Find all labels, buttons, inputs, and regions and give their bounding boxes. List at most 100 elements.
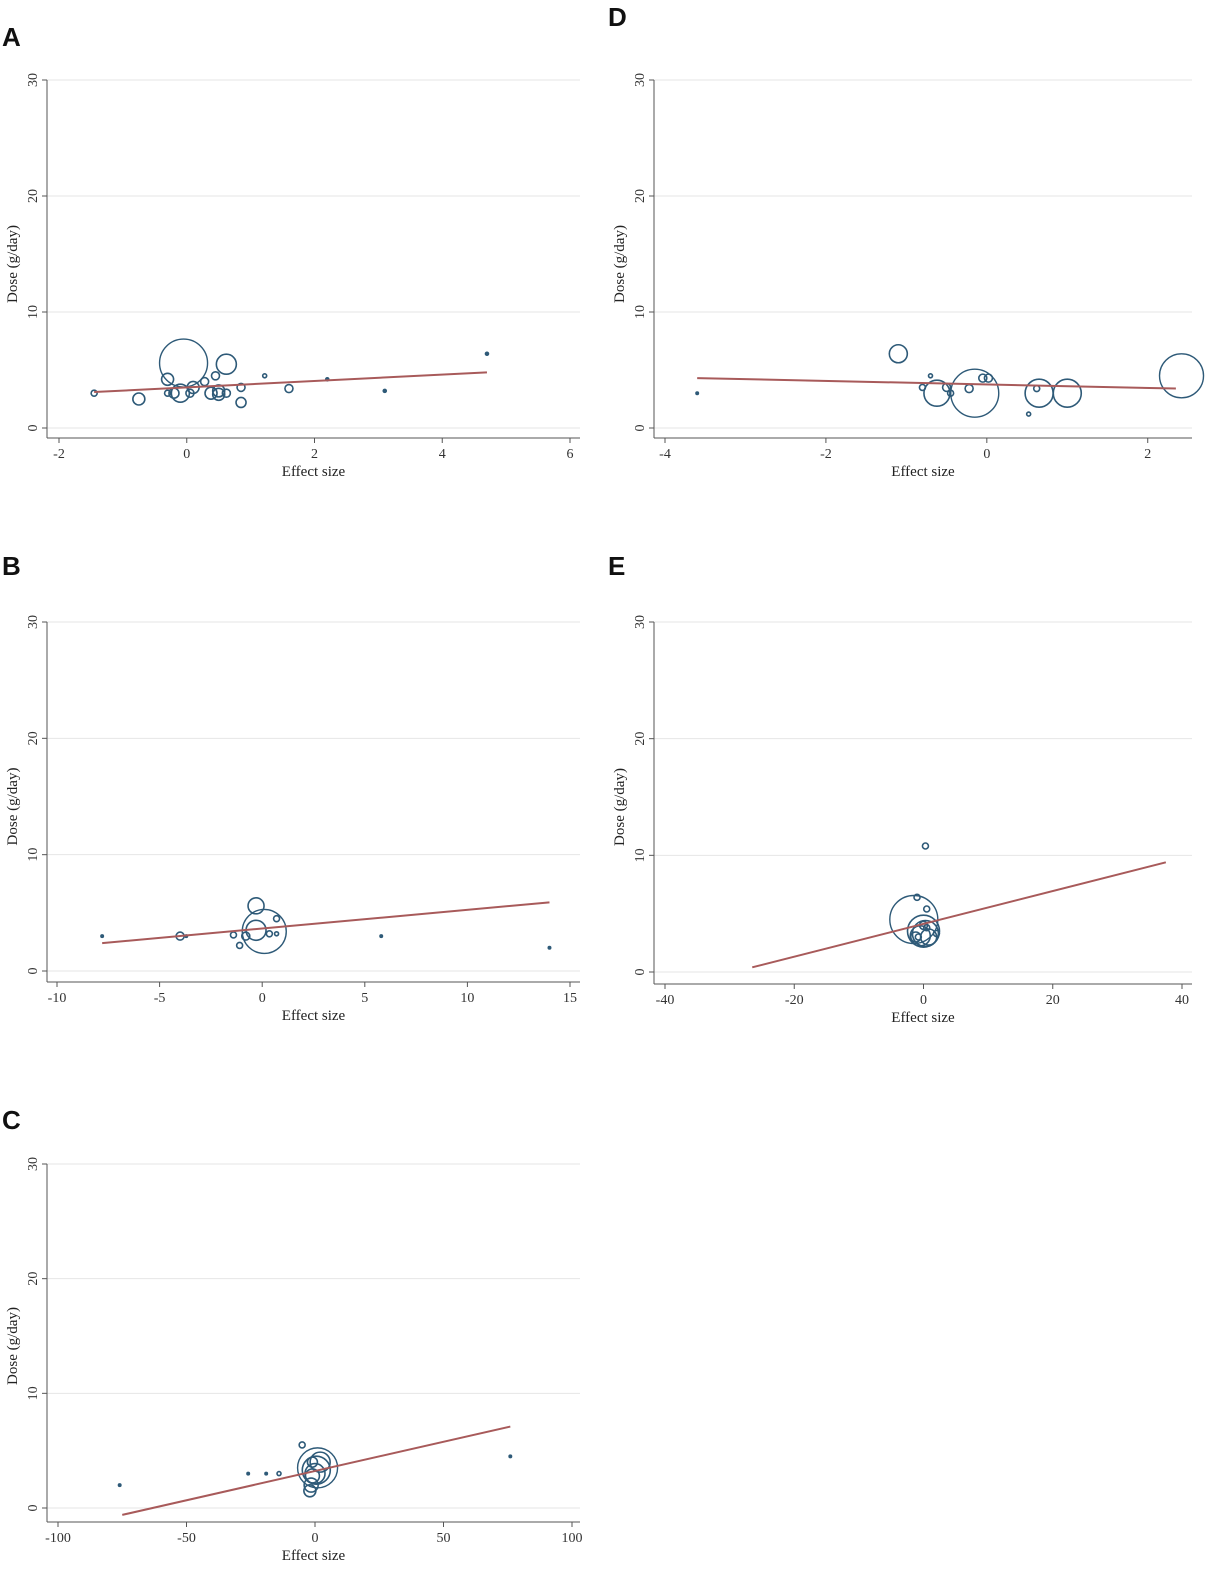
data-point-bubble [235, 396, 247, 409]
y-tick-label: 30 [26, 615, 41, 629]
x-tick-label: 6 [567, 447, 574, 462]
data-point-bubble [914, 933, 923, 941]
data-point-bubble [264, 1471, 269, 1476]
y-tick-label: 30 [26, 73, 41, 87]
x-tick-label: 100 [562, 1531, 583, 1546]
data-point-bubble [261, 372, 268, 379]
x-tick-label: 40 [1175, 993, 1189, 1008]
x-tick-label: 50 [437, 1531, 451, 1546]
data-point-bubble [211, 387, 226, 402]
data-point-bubble [303, 1477, 319, 1493]
y-tick-label: 20 [633, 189, 648, 203]
data-point-bubble [272, 914, 281, 923]
data-point-bubble [100, 934, 105, 939]
data-point-bubble [309, 1451, 331, 1473]
y-axis-title: Dose (g/day) [612, 768, 628, 846]
data-point-bubble [888, 343, 909, 364]
x-axis-title: Effect size [891, 1010, 955, 1026]
x-tick-label: 2 [311, 447, 318, 462]
y-tick-label: 0 [26, 968, 41, 975]
panel-letter-b: B [2, 551, 21, 581]
data-point-bubble [382, 388, 388, 394]
y-tick-label: 10 [26, 305, 41, 319]
data-point-bubble [906, 914, 941, 948]
data-point-bubble [160, 372, 175, 387]
data-point-bubble [921, 842, 930, 850]
x-tick-label: 0 [259, 991, 266, 1006]
data-point-bubble [983, 373, 994, 383]
data-point-bubble [298, 1441, 306, 1449]
x-tick-label: -40 [656, 993, 675, 1008]
x-axis-title: Effect size [282, 1548, 346, 1564]
y-axis-title: Dose (g/day) [5, 225, 21, 303]
y-tick-label: 10 [26, 1386, 41, 1400]
fitted-regression-line [697, 377, 1176, 390]
data-point-bubble [508, 1454, 513, 1459]
x-tick-label: 20 [1046, 993, 1060, 1008]
data-point-bubble [1052, 378, 1083, 409]
y-tick-label: 10 [633, 305, 648, 319]
fitted-regression-line [94, 371, 488, 394]
y-tick-label: 0 [26, 425, 41, 432]
data-point-bubble [276, 1470, 282, 1477]
y-axis-title: Dose (g/day) [5, 768, 21, 846]
data-point-bubble [379, 934, 384, 939]
data-point-bubble [927, 372, 934, 379]
x-tick-label: -2 [53, 447, 65, 462]
x-tick-label: 10 [460, 991, 474, 1006]
y-tick-label: 0 [633, 425, 648, 432]
data-point-bubble [922, 905, 931, 913]
x-tick-label: 0 [312, 1531, 319, 1546]
chart-panel-a: 0 10 20 30 -2 0 2 4 6 Effect size Dose (g/day) [5, 73, 580, 480]
data-point-bubble [229, 931, 238, 939]
x-tick-label: 5 [361, 991, 368, 1006]
panel-letter-a: A [2, 22, 21, 52]
data-point-bubble [964, 383, 974, 394]
fitted-regression-line [751, 861, 1167, 969]
x-tick-label: 0 [983, 447, 990, 462]
data-point-bubble [221, 388, 232, 399]
data-point-bubble [246, 1471, 251, 1476]
panel-letter-c: C [2, 1105, 21, 1135]
data-point-bubble [1158, 353, 1205, 399]
x-tick-label: 15 [563, 991, 577, 1006]
data-point-bubble [547, 945, 552, 950]
y-tick-label: 30 [26, 1157, 41, 1171]
data-point-bubble [932, 929, 941, 938]
data-point-bubble [1024, 378, 1054, 409]
data-point-bubble [950, 368, 1000, 418]
data-point-bubble [301, 1455, 332, 1485]
data-point-bubble [922, 923, 931, 932]
y-tick-label: 20 [26, 1272, 41, 1286]
x-tick-label: -2 [820, 447, 832, 462]
data-point-bubble [215, 353, 238, 376]
data-point-bubble [695, 391, 700, 396]
x-tick-label: 0 [183, 447, 190, 462]
x-tick-label: -5 [154, 991, 166, 1006]
x-tick-label: -10 [48, 991, 67, 1006]
data-point-bubble [132, 392, 146, 406]
x-tick-label: 4 [439, 447, 446, 462]
y-axis-title: Dose (g/day) [5, 1307, 21, 1385]
x-axis-title: Effect size [282, 1008, 346, 1024]
x-tick-label: 0 [920, 993, 927, 1008]
panel-letter-e: E [608, 551, 626, 581]
data-point-bubble [241, 908, 287, 955]
y-tick-label: 0 [26, 1505, 41, 1512]
data-point-bubble [90, 389, 98, 398]
x-tick-label: -50 [177, 1531, 196, 1546]
fitted-regression-line [122, 1425, 511, 1516]
panel-letter-d: D [608, 2, 627, 32]
y-tick-label: 20 [26, 189, 41, 203]
x-tick-label: 2 [1144, 447, 1151, 462]
x-tick-label: -100 [45, 1531, 71, 1546]
data-point-bubble [484, 351, 490, 357]
data-point-bubble [265, 929, 274, 938]
x-tick-label: -4 [659, 447, 671, 462]
data-point-bubble [210, 370, 221, 381]
data-point-bubble [236, 382, 246, 393]
y-tick-label: 10 [633, 848, 648, 862]
chart-panel-e: 0 10 20 30 -40 -20 0 20 40 Effect size Dose (g/day… [612, 615, 1192, 1026]
y-tick-label: 0 [633, 969, 648, 976]
chart-panel-d: 0 10 20 30 -4 -2 0 2 Effect size Dose (g/day) [612, 73, 1205, 480]
